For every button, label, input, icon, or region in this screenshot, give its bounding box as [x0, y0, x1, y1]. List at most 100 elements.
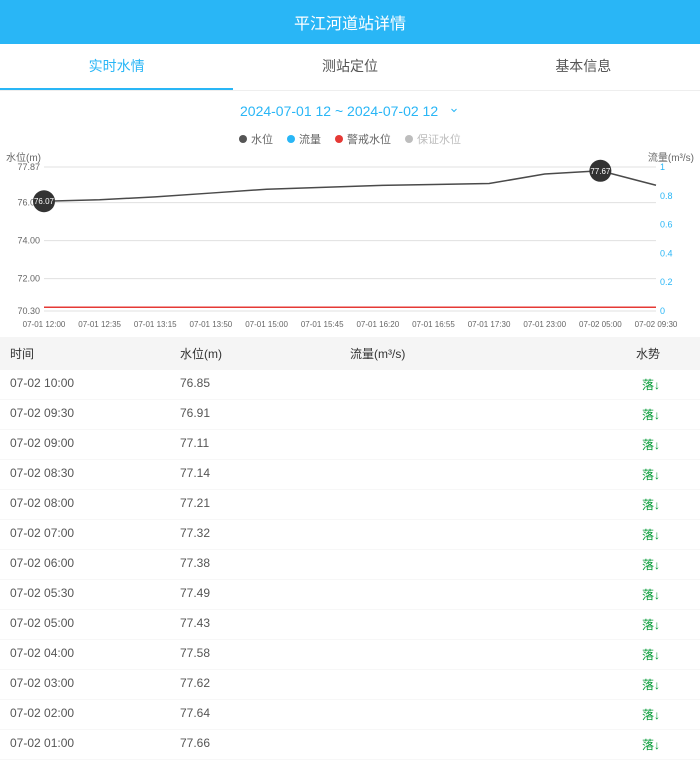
cell-trend: 落↓ [520, 406, 690, 423]
right-axis-label: 流量(m³/s) [648, 149, 694, 164]
tab-1[interactable]: 测站定位 [233, 44, 466, 90]
svg-text:07-01 23:00: 07-01 23:00 [523, 320, 566, 329]
legend-item-3[interactable]: 保证水位 [405, 131, 461, 147]
legend-dot-icon [287, 135, 295, 143]
cell-flow [350, 586, 520, 603]
table-row[interactable]: 07-02 05:0077.43落↓ [0, 610, 700, 640]
svg-text:07-02 09:30: 07-02 09:30 [635, 320, 678, 329]
svg-text:0.2: 0.2 [660, 277, 673, 287]
cell-trend: 落↓ [520, 676, 690, 693]
legend-dot-icon [239, 135, 247, 143]
cell-flow [350, 556, 520, 573]
svg-text:0: 0 [660, 306, 665, 316]
cell-flow [350, 526, 520, 543]
cell-trend: 落↓ [520, 646, 690, 663]
cell-trend: 落↓ [520, 586, 690, 603]
cell-level: 77.64 [180, 706, 350, 723]
legend-label: 保证水位 [417, 131, 461, 147]
cell-trend: 落↓ [520, 466, 690, 483]
legend-item-1[interactable]: 流量 [287, 131, 321, 147]
tab-0[interactable]: 实时水情 [0, 44, 233, 90]
cell-trend: 落↓ [520, 736, 690, 753]
table-row[interactable]: 07-02 10:0076.85 落↓ [0, 370, 700, 400]
table-row[interactable]: 07-02 02:0077.64落↓ [0, 700, 700, 730]
table-row[interactable]: 07-02 08:3077.14 落↓ [0, 460, 700, 490]
table-row[interactable]: 07-02 03:0077.62 落↓ [0, 670, 700, 700]
page-title: 平江河道站详情 [294, 16, 406, 33]
svg-text:70.30: 70.30 [17, 306, 40, 316]
svg-text:0.4: 0.4 [660, 248, 673, 258]
cell-flow [350, 616, 520, 633]
cell-level: 77.38 [180, 556, 350, 573]
cell-trend: 落↓ [520, 436, 690, 453]
cell-flow [350, 436, 520, 453]
legend-item-2[interactable]: 警戒水位 [335, 131, 391, 147]
table-row[interactable]: 07-02 04:0077.58落↓ [0, 640, 700, 670]
svg-text:77.67: 77.67 [590, 167, 611, 176]
svg-text:07-01 17:30: 07-01 17:30 [468, 320, 511, 329]
legend-dot-icon [335, 135, 343, 143]
legend-label: 水位 [251, 131, 273, 147]
svg-text:0.6: 0.6 [660, 220, 673, 230]
cell-level: 77.49 [180, 586, 350, 603]
table-row[interactable]: 07-02 09:3076.91 落↓ [0, 400, 700, 430]
svg-text:76.07: 76.07 [34, 197, 55, 206]
table-row[interactable]: 07-02 09:0077.11 落↓ [0, 430, 700, 460]
cell-flow [350, 376, 520, 393]
table-row[interactable]: 07-02 07:0077.32落↓ [0, 520, 700, 550]
table-row[interactable]: 07-02 08:0077.21落↓ [0, 490, 700, 520]
cell-flow [350, 406, 520, 423]
cell-time: 07-02 01:00 [10, 736, 180, 753]
cell-level: 77.11 [180, 436, 350, 453]
legend-label: 流量 [299, 131, 321, 147]
legend-dot-icon [405, 135, 413, 143]
cell-level: 76.85 [180, 376, 350, 393]
cell-time: 07-02 09:00 [10, 436, 180, 453]
page-header: 平江河道站详情 [0, 0, 700, 44]
cell-trend: 落↓ [520, 556, 690, 573]
col-header-flow: 流量(m³/s) [350, 345, 520, 362]
table-row[interactable]: 07-02 05:3077.49 落↓ [0, 580, 700, 610]
cell-time: 07-02 03:00 [10, 676, 180, 693]
water-level-chart[interactable]: 70.3072.0074.0076.0077.8700.20.40.60.810… [8, 153, 692, 333]
table-header: 时间 水位(m) 流量(m³/s) 水势 [0, 337, 700, 370]
cell-time: 07-02 09:30 [10, 406, 180, 423]
svg-text:07-01 13:50: 07-01 13:50 [190, 320, 233, 329]
cell-flow [350, 706, 520, 723]
cell-flow [350, 646, 520, 663]
cell-time: 07-02 05:30 [10, 586, 180, 603]
cell-level: 77.32 [180, 526, 350, 543]
chart-container: 水位(m) 流量(m³/s) 70.3072.0074.0076.0077.87… [0, 153, 700, 337]
table-body: 07-02 10:0076.85落↓07-02 09:3076.91落↓07-0… [0, 370, 700, 760]
cell-level: 77.66 [180, 736, 350, 753]
left-axis-label: 水位(m) [6, 149, 41, 164]
cell-trend: 落↓ [520, 376, 690, 393]
date-range-text: 2024-07-01 12 ~ 2024-07-02 12 [240, 103, 438, 119]
svg-text:07-01 12:00: 07-01 12:00 [23, 320, 66, 329]
cell-time: 07-02 07:00 [10, 526, 180, 543]
chevron-down-icon [448, 103, 460, 119]
col-header-level: 水位(m) [180, 345, 350, 362]
cell-time: 07-02 10:00 [10, 376, 180, 393]
svg-text:07-01 12:35: 07-01 12:35 [78, 320, 121, 329]
cell-time: 07-02 08:30 [10, 466, 180, 483]
table-row[interactable]: 07-02 06:0077.38落↓ [0, 550, 700, 580]
cell-time: 07-02 08:00 [10, 496, 180, 513]
cell-level: 77.62 [180, 676, 350, 693]
cell-time: 07-02 05:00 [10, 616, 180, 633]
table-row[interactable]: 07-02 01:0077.66 落↓ [0, 730, 700, 760]
svg-text:72.00: 72.00 [17, 274, 40, 284]
cell-flow [350, 466, 520, 483]
svg-text:74.00: 74.00 [17, 236, 40, 246]
cell-trend: 落↓ [520, 706, 690, 723]
cell-level: 77.14 [180, 466, 350, 483]
date-range-picker[interactable]: 2024-07-01 12 ~ 2024-07-02 12 [0, 91, 700, 131]
svg-text:07-01 16:20: 07-01 16:20 [356, 320, 399, 329]
svg-text:0.8: 0.8 [660, 191, 673, 201]
tabs: 实时水情测站定位基本信息 [0, 44, 700, 91]
cell-flow [350, 736, 520, 753]
cell-level: 76.91 [180, 406, 350, 423]
svg-text:07-01 15:45: 07-01 15:45 [301, 320, 344, 329]
tab-2[interactable]: 基本信息 [467, 44, 700, 90]
legend-item-0[interactable]: 水位 [239, 131, 273, 147]
